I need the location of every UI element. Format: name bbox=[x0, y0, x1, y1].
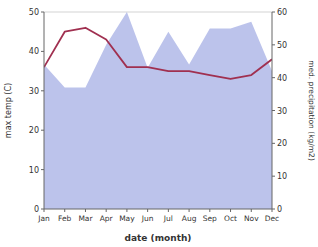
y2-tick-label: 0 bbox=[277, 205, 282, 214]
plot-area bbox=[44, 12, 272, 209]
top-line bbox=[44, 12, 272, 13]
y-axis-line bbox=[44, 12, 45, 209]
y2-tick bbox=[272, 110, 275, 111]
y2-tick bbox=[272, 77, 275, 78]
x-tick bbox=[230, 209, 231, 212]
y2-tick bbox=[272, 44, 275, 45]
x-tick-label: May bbox=[119, 214, 135, 223]
x-tick bbox=[147, 209, 148, 212]
temperature-line bbox=[44, 28, 272, 79]
x-tick bbox=[126, 209, 127, 212]
y2-tick-label: 20 bbox=[277, 139, 287, 148]
precipitation-area bbox=[44, 12, 272, 209]
x-tick-label: Jan bbox=[37, 214, 50, 223]
y2-tick-label: 50 bbox=[277, 41, 287, 50]
chart-container: 0 10 20 30 40 50 0 10 20 30 40 50 60 Jan Feb Mar Apr May J… bbox=[0, 0, 318, 247]
x-tick-label: Oct bbox=[224, 214, 237, 223]
y2-tick bbox=[272, 12, 275, 13]
y2-tick-label: 10 bbox=[277, 172, 287, 181]
x-tick bbox=[251, 209, 252, 212]
y-tick-label: 0 bbox=[34, 205, 39, 214]
y-tick-label: 20 bbox=[29, 126, 39, 135]
x-tick-label: Aug bbox=[182, 214, 197, 223]
y2-tick-label: 60 bbox=[277, 8, 287, 17]
x-tick bbox=[106, 209, 107, 212]
x-tick-label: Nov bbox=[244, 214, 259, 223]
y2-tick-label: 30 bbox=[277, 107, 287, 116]
y-axis-label: max temp (C) bbox=[4, 83, 13, 138]
chart: 0 10 20 30 40 50 0 10 20 30 40 50 60 Jan Feb Mar Apr May J… bbox=[0, 0, 318, 247]
x-tick bbox=[85, 209, 86, 212]
x-axis-label: date (month) bbox=[125, 233, 192, 243]
y-tick bbox=[41, 90, 44, 91]
x-tick-label: Jun bbox=[141, 214, 154, 223]
x-tick bbox=[209, 209, 210, 212]
x-tick-label: Apr bbox=[100, 214, 114, 223]
y-tick bbox=[41, 130, 44, 131]
y-tick-label: 10 bbox=[29, 166, 39, 175]
y-tick bbox=[41, 169, 44, 170]
x-tick bbox=[44, 209, 45, 212]
x-tick bbox=[64, 209, 65, 212]
x-tick bbox=[168, 209, 169, 212]
x-tick-label: Jul bbox=[163, 214, 173, 223]
y2-tick-label: 40 bbox=[277, 74, 287, 83]
x-axis-line bbox=[44, 209, 272, 210]
y-tick-label: 40 bbox=[29, 47, 39, 56]
y-tick bbox=[41, 12, 44, 13]
y-tick-label: 50 bbox=[29, 8, 39, 17]
x-tick-label: Mar bbox=[78, 214, 93, 223]
y-tick-label: 30 bbox=[29, 87, 39, 96]
y2-axis-label: med. precipitation (kg/m2) bbox=[307, 60, 316, 161]
x-tick-label: Dec bbox=[265, 214, 280, 223]
y-tick bbox=[41, 51, 44, 52]
x-tick bbox=[272, 209, 273, 212]
y2-tick bbox=[272, 176, 275, 177]
x-tick bbox=[189, 209, 190, 212]
y2-tick bbox=[272, 143, 275, 144]
x-tick-label: Sep bbox=[203, 214, 217, 223]
x-tick-label: Feb bbox=[58, 214, 72, 223]
